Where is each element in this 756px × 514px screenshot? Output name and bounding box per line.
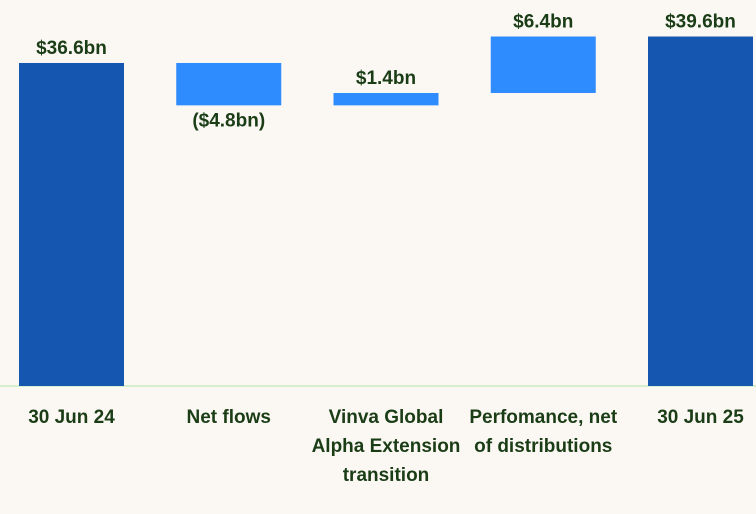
value-label: ($4.8bn)	[192, 110, 265, 131]
category-label: 30 Jun 25	[657, 407, 744, 428]
category-label: 30 Jun 24	[28, 407, 115, 428]
category-label: Perfomance, net of distributions	[469, 407, 618, 457]
category-label: Vinva Global Alpha Extension transition	[311, 407, 461, 486]
bar	[648, 36, 753, 386]
bar	[19, 62, 124, 386]
value-label: $39.6bn	[665, 12, 736, 33]
bar	[176, 62, 282, 106]
category-label: Net flows	[186, 407, 271, 428]
value-label: $6.4bn	[513, 12, 573, 33]
bar	[490, 36, 596, 93]
bar	[333, 92, 439, 106]
value-label: $36.6bn	[36, 38, 107, 59]
value-label: $1.4bn	[356, 68, 416, 89]
